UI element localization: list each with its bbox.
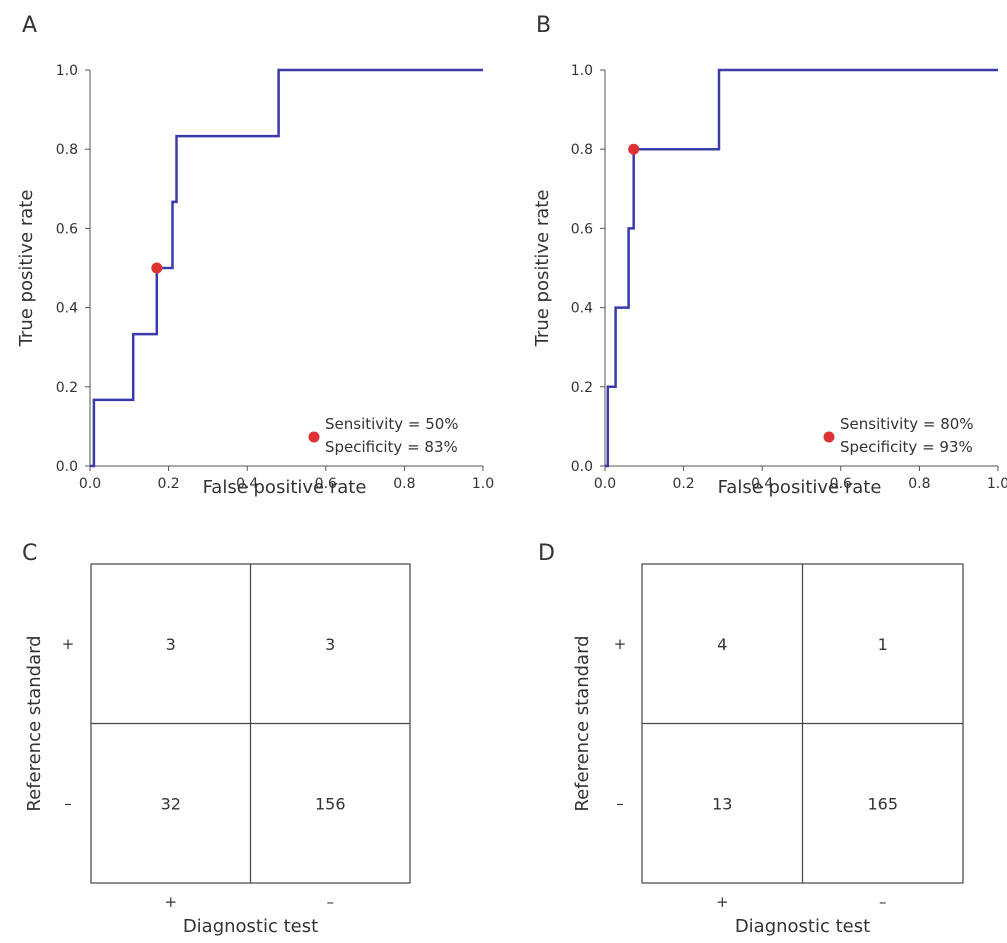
x-tick-label: 0.4 <box>751 476 773 492</box>
y-axis-label: True positive rate <box>16 190 37 348</box>
table-cell: 165 <box>867 794 898 813</box>
operating-point-marker <box>628 143 640 155</box>
column-label: + <box>716 893 729 911</box>
y-tick-label: 0.6 <box>56 221 78 237</box>
row-label: – <box>616 794 624 812</box>
x-tick-label: 1.0 <box>472 476 494 492</box>
y-tick-label: 0.2 <box>56 380 78 396</box>
legend-marker <box>823 431 835 443</box>
y-tick-label: 1.0 <box>56 63 78 79</box>
table-cell: 156 <box>315 794 346 813</box>
table-cell: 1 <box>878 635 888 654</box>
x-tick-label: 0.4 <box>236 476 258 492</box>
legend-specificity: Specificity = 83% <box>325 438 458 456</box>
x-tick-label: 0.0 <box>79 476 101 492</box>
x-tick-label: 1.0 <box>987 476 1007 492</box>
x-axis-label: Diagnostic test <box>183 916 318 937</box>
x-tick-label: 0.8 <box>908 476 930 492</box>
operating-point-marker <box>151 262 163 274</box>
panel-label: C <box>22 541 37 566</box>
table-cell: 13 <box>712 794 732 813</box>
y-tick-label: 0.0 <box>56 459 78 475</box>
x-tick-label: 0.6 <box>315 476 337 492</box>
column-label: + <box>164 893 177 911</box>
legend-sensitivity: Sensitivity = 80% <box>840 415 974 433</box>
roc-curve-line <box>605 68 998 468</box>
y-tick-label: 0.4 <box>571 301 593 317</box>
legend-specificity: Specificity = 93% <box>840 438 973 456</box>
y-axis-label: Reference standard <box>572 635 593 811</box>
table-cell: 3 <box>166 635 176 654</box>
y-tick-label: 0.2 <box>571 380 593 396</box>
column-label: – <box>879 893 887 911</box>
legend-marker <box>308 431 320 443</box>
row-label: – <box>64 794 72 812</box>
table-cell: 3 <box>325 635 335 654</box>
x-axis-label: Diagnostic test <box>735 916 870 937</box>
column-label: – <box>327 893 335 911</box>
y-tick-label: 0.8 <box>571 142 593 158</box>
y-tick-label: 0.4 <box>56 301 78 317</box>
panel-label: A <box>22 13 37 38</box>
roc-panel-b: B 0.0 0.2 0.4 0.6 0.8 1.0 0.0 0.2 0.4 0.6 0.8 1.0 Fal… <box>532 13 1007 498</box>
y-axis-label: True positive rate <box>532 190 553 348</box>
panel-label: B <box>536 13 551 38</box>
table-cell: 4 <box>717 635 727 654</box>
y-tick-label: 1.0 <box>571 63 593 79</box>
x-tick-label: 0.2 <box>157 476 179 492</box>
x-axis-label: False positive rate <box>203 477 367 498</box>
x-tick-label: 0.6 <box>830 476 852 492</box>
roc-curve-line <box>90 68 483 468</box>
x-tick-label: 0.2 <box>672 476 694 492</box>
x-tick-label: 0.8 <box>393 476 415 492</box>
panel-label: D <box>538 541 555 566</box>
y-tick-label: 0.8 <box>56 142 78 158</box>
x-axis-label: False positive rate <box>718 477 882 498</box>
y-axis-label: Reference standard <box>24 635 45 811</box>
y-tick-label: 0.0 <box>571 459 593 475</box>
table-cell: 32 <box>161 794 181 813</box>
x-tick-label: 0.0 <box>594 476 616 492</box>
row-label: + <box>614 635 627 653</box>
legend-sensitivity: Sensitivity = 50% <box>325 415 459 433</box>
y-tick-label: 0.6 <box>571 221 593 237</box>
row-label: + <box>62 635 75 653</box>
roc-panel-a: A 0.0 0.2 0.4 0.6 0.8 1.0 0.0 0.2 0.4 0.6 0.8 1.0 Fal… <box>16 13 494 498</box>
